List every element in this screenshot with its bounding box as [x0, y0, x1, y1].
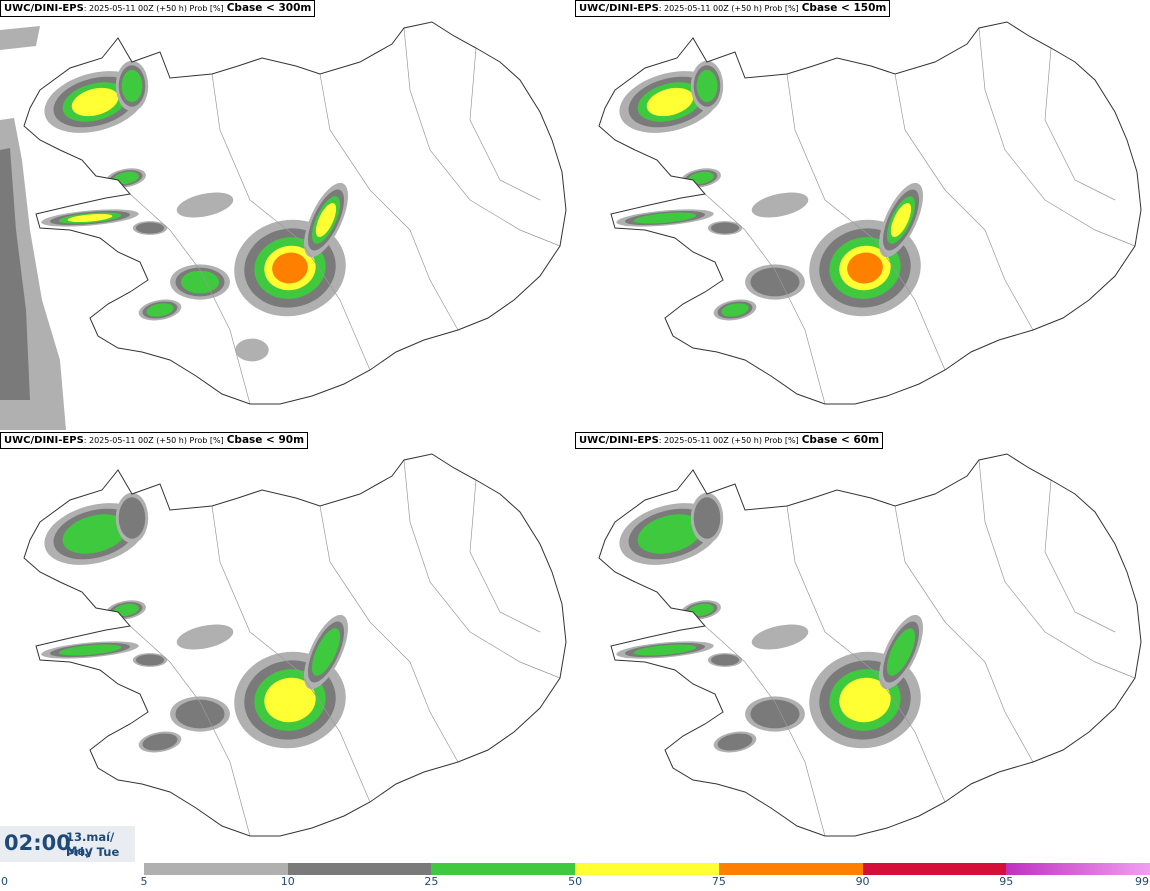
panel-title: UWC/DINI-EPS: 2025-05-11 00Z (+50 h) Pro… [0, 432, 309, 449]
colorbar-bin [718, 863, 863, 875]
probability-contour [886, 628, 916, 676]
colorbar-tick-label: 50 [568, 875, 583, 888]
panel-title: UWC/DINI-EPS: 2025-05-11 00Z (+50 h) Pro… [575, 0, 891, 17]
run-info: : 2025-05-11 00Z (+50 h) Prob [%] [83, 4, 224, 13]
probability-contour [890, 202, 912, 238]
probability-contour [146, 303, 174, 317]
probability-contour [311, 628, 341, 676]
probability-contour [235, 338, 269, 362]
probability-field [616, 60, 924, 321]
colorbar-tick-label: 25 [424, 875, 439, 888]
probability-contour [637, 514, 703, 554]
coastline [23, 453, 567, 837]
probability-contour [176, 624, 234, 650]
probability-contour [696, 69, 718, 103]
run-info: : 2025-05-11 00Z (+50 h) Prob [%] [83, 436, 224, 445]
probability-contour [142, 733, 178, 751]
probability-field [41, 492, 349, 753]
probability-contour [180, 270, 220, 294]
colorbar-bin [1006, 863, 1150, 875]
probability-contour [176, 192, 234, 218]
map-panel-cbase-300: UWC/DINI-EPS: 2025-05-11 00Z (+50 h) Pro… [0, 0, 575, 430]
valid-time: 02:00 [4, 831, 71, 855]
probability-contour [135, 654, 165, 666]
colorbar-bin [287, 863, 432, 875]
panel-title: UWC/DINI-EPS: 2025-05-11 00Z (+50 h) Pro… [0, 0, 316, 17]
probability-contour [646, 87, 694, 117]
probability-contour [717, 733, 753, 751]
probability-contour [175, 699, 225, 729]
panel-title: UWC/DINI-EPS: 2025-05-11 00Z (+50 h) Pro… [575, 432, 884, 449]
run-info: : 2025-05-11 00Z (+50 h) Prob [%] [658, 4, 799, 13]
map-panel-cbase-60: UWC/DINI-EPS: 2025-05-11 00Z (+50 h) Pro… [575, 432, 1150, 862]
probability-contour [633, 644, 697, 656]
district-boundaries [129, 27, 561, 405]
threshold-label: Cbase < 300m [226, 2, 312, 14]
probability-contour [633, 212, 697, 224]
colorbar-tick-label: 5 [140, 875, 148, 888]
threshold-label: Cbase < 90m [226, 434, 305, 446]
colorbar-tick-label: 75 [711, 875, 726, 888]
district-boundaries [129, 459, 561, 837]
probability-field [41, 60, 349, 362]
probability-field [616, 492, 924, 753]
model-name: UWC/DINI-EPS [4, 435, 84, 446]
valid-date: 13.maí/ May [66, 830, 115, 858]
probability-contour [693, 497, 721, 539]
coastline [598, 21, 1142, 405]
probability-contour [750, 699, 800, 729]
probability-contour [272, 252, 308, 284]
probability-map [0, 21, 567, 430]
colorbar-bin [575, 863, 719, 875]
probability-contour [847, 252, 883, 284]
probability-contour [67, 213, 113, 223]
colorbar-tick-label: 99 [1135, 875, 1149, 888]
colorbar-tick-label: 95 [999, 875, 1014, 888]
district-boundaries [704, 459, 1136, 837]
threshold-label: Cbase < 150m [801, 2, 887, 14]
probability-contour [71, 87, 119, 117]
probability-contour [58, 644, 122, 656]
map-panel-cbase-90: UWC/DINI-EPS: 2025-05-11 00Z (+50 h) Pro… [0, 432, 575, 862]
colorbar-tick-label: 90 [855, 875, 870, 888]
colorbar [144, 863, 1150, 875]
colorbar-bin [862, 863, 1007, 875]
probability-contour [264, 677, 316, 723]
probability-contour [118, 497, 146, 539]
coastline [598, 453, 1142, 837]
probability-contour [839, 677, 891, 723]
colorbar-zero-label: 0 [1, 875, 8, 888]
model-name: UWC/DINI-EPS [4, 3, 84, 14]
probability-map [23, 453, 567, 837]
model-name: UWC/DINI-EPS [579, 3, 659, 14]
coastline [23, 21, 567, 405]
probability-map [598, 453, 1142, 837]
probability-contour [751, 624, 809, 650]
district-boundaries [704, 27, 1136, 405]
probability-contour [121, 69, 143, 103]
valid-weekday: Þri./ Tue [66, 845, 120, 859]
colorbar-bin [144, 863, 288, 875]
offshore-fog [0, 26, 66, 430]
map-panel-cbase-150: UWC/DINI-EPS: 2025-05-11 00Z (+50 h) Pro… [575, 0, 1150, 430]
valid-time-box: 02:00 13.maí/ May Þri./ Tue [0, 826, 135, 862]
threshold-label: Cbase < 60m [801, 434, 880, 446]
probability-contour [315, 202, 337, 238]
probability-map [598, 21, 1142, 405]
model-name: UWC/DINI-EPS [579, 435, 659, 446]
probability-contour [750, 267, 800, 297]
colorbar-tick-label: 10 [280, 875, 295, 888]
run-info: : 2025-05-11 00Z (+50 h) Prob [%] [658, 436, 799, 445]
probability-contour [751, 192, 809, 218]
probability-contour [135, 222, 165, 234]
probability-contour [721, 303, 749, 317]
probability-contour [710, 654, 740, 666]
probability-contour [62, 514, 128, 554]
colorbar-bin [431, 863, 576, 875]
probability-contour [710, 222, 740, 234]
